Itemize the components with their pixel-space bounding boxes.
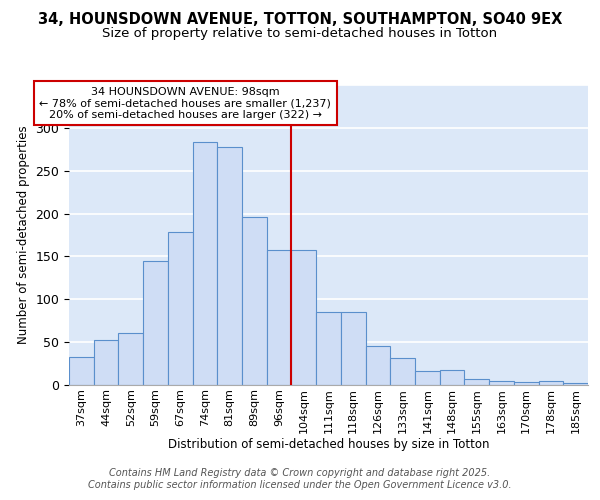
- Bar: [193, 142, 217, 385]
- Bar: [514, 382, 539, 385]
- Bar: [440, 370, 464, 385]
- Bar: [118, 332, 143, 385]
- Bar: [341, 312, 365, 385]
- Text: 34 HOUNSDOWN AVENUE: 98sqm
← 78% of semi-detached houses are smaller (1,237)
20%: 34 HOUNSDOWN AVENUE: 98sqm ← 78% of semi…: [39, 86, 331, 120]
- Text: 34, HOUNSDOWN AVENUE, TOTTON, SOUTHAMPTON, SO40 9EX: 34, HOUNSDOWN AVENUE, TOTTON, SOUTHAMPTO…: [38, 12, 562, 28]
- Text: Contains HM Land Registry data © Crown copyright and database right 2025.
Contai: Contains HM Land Registry data © Crown c…: [88, 468, 512, 490]
- Bar: [168, 232, 193, 385]
- Bar: [242, 217, 267, 385]
- Bar: [217, 146, 242, 385]
- Bar: [94, 340, 118, 385]
- Bar: [390, 358, 415, 385]
- Text: Size of property relative to semi-detached houses in Totton: Size of property relative to semi-detach…: [103, 28, 497, 40]
- Bar: [267, 250, 292, 385]
- Bar: [69, 356, 94, 385]
- Bar: [143, 260, 168, 385]
- Y-axis label: Number of semi-detached properties: Number of semi-detached properties: [17, 126, 30, 344]
- X-axis label: Distribution of semi-detached houses by size in Totton: Distribution of semi-detached houses by …: [168, 438, 489, 452]
- Bar: [292, 250, 316, 385]
- Bar: [489, 380, 514, 385]
- Bar: [415, 372, 440, 385]
- Bar: [539, 380, 563, 385]
- Bar: [365, 346, 390, 385]
- Bar: [563, 384, 588, 385]
- Bar: [316, 312, 341, 385]
- Bar: [464, 379, 489, 385]
